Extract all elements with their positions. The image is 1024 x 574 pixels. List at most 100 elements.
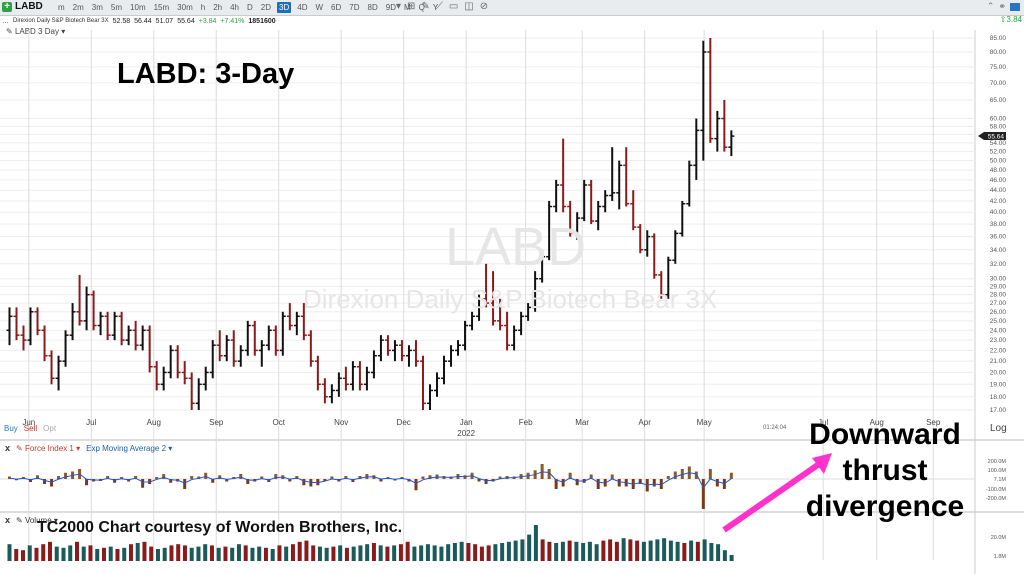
interval-4d[interactable]: 4D: [297, 3, 308, 12]
ohlc-bar: [181, 361, 188, 385]
volume-bar: [709, 543, 714, 561]
eraser-icon[interactable]: ◫: [464, 1, 474, 12]
force-bar: [659, 479, 663, 489]
force-bar: [344, 476, 348, 479]
ohlc-bar: [588, 179, 595, 225]
interval-2m[interactable]: 2m: [72, 3, 84, 12]
y-tick-label: 65.00: [990, 97, 1007, 104]
interval-7d[interactable]: 7D: [349, 3, 360, 12]
interval-6d[interactable]: 6D: [331, 3, 342, 12]
options-button[interactable]: Opt: [43, 424, 57, 433]
ohlc-bar: [55, 355, 62, 391]
interval-15m[interactable]: 15m: [153, 3, 170, 12]
y-tick-label: 85.00: [990, 35, 1007, 42]
interval-3d[interactable]: 3D: [277, 2, 292, 13]
volume-bar: [284, 546, 289, 561]
ema-label[interactable]: Exp Moving Average 2 ▾: [86, 443, 173, 453]
line-tool-icon[interactable]: ⟋: [435, 1, 443, 12]
volume-bar: [493, 544, 498, 561]
ohlc-bar: [623, 147, 630, 207]
volume-label[interactable]: ✎ Volume ▾: [16, 515, 58, 525]
x-tick-label: Mar: [575, 418, 589, 427]
volume-bar: [149, 546, 154, 561]
note-icon[interactable]: ▭: [448, 1, 459, 12]
symbol-box[interactable]: + LABD: [2, 1, 43, 12]
x-tick-label: Aug: [147, 418, 161, 427]
force-bar: [400, 477, 404, 479]
log-scale-toggle[interactable]: Log: [990, 423, 1007, 434]
volume-bar: [68, 545, 73, 561]
volume-bar: [608, 539, 613, 561]
force-bar: [428, 475, 432, 479]
force-index-label[interactable]: ✎ Force Index 1 ▾: [16, 443, 81, 453]
symbol-text[interactable]: LABD: [15, 1, 43, 12]
volume-bar: [108, 546, 113, 561]
volume-axis-label: 20.0M: [991, 535, 1007, 541]
interval-3m[interactable]: 3m: [91, 3, 103, 12]
close-volume-pane-button[interactable]: x: [5, 515, 11, 525]
force-bar: [491, 479, 495, 482]
y-tick-label: 44.00: [990, 187, 1007, 194]
interval-w[interactable]: W: [315, 3, 324, 12]
x-tick-label: Feb: [519, 418, 533, 427]
y-tick-label: 26.00: [990, 309, 1007, 316]
sell-button[interactable]: Sell: [23, 424, 38, 433]
interval-q[interactable]: Q: [418, 3, 425, 12]
plus-icon[interactable]: +: [2, 1, 12, 12]
force-bar: [526, 472, 530, 479]
buy-button[interactable]: Buy: [4, 424, 18, 433]
force-bar: [652, 479, 656, 487]
volume-bar: [128, 544, 133, 561]
interval-2h[interactable]: 2h: [213, 3, 223, 12]
volume-bar: [635, 540, 640, 561]
dropdown-chevron-icon[interactable]: ▾: [396, 1, 402, 12]
alert-icon[interactable]: ⊘: [479, 1, 489, 12]
interval-h[interactable]: h: [200, 3, 206, 12]
force-bar: [169, 479, 173, 483]
crosshair-icon[interactable]: ⊞: [407, 1, 416, 12]
interval-m[interactable]: m: [58, 3, 65, 12]
interval-m[interactable]: M: [403, 3, 411, 12]
ohlc-bar: [518, 311, 525, 336]
y-tick-label: 36.00: [990, 234, 1007, 241]
volume-bar: [621, 538, 626, 561]
volume-bar: [115, 549, 120, 561]
scroll-up-icon[interactable]: ⌃: [986, 1, 995, 11]
change-readout: ⇧3.84: [999, 15, 1022, 24]
link-icon[interactable]: ⚭: [998, 1, 1006, 11]
close-force-pane-button[interactable]: x: [5, 443, 11, 453]
force-bar: [393, 479, 397, 481]
ohlc-bar: [595, 200, 602, 231]
ohlc-bar: [679, 200, 686, 237]
interval-5m[interactable]: 5m: [110, 3, 123, 12]
interval-d[interactable]: D: [247, 3, 253, 12]
ohlc-bar: [441, 355, 448, 385]
y-tick-label: 52.00: [990, 149, 1007, 156]
force-bar: [267, 479, 271, 482]
interval-8d[interactable]: 8D: [367, 3, 378, 12]
force-bar: [99, 479, 103, 481]
interval-y[interactable]: Y: [432, 3, 439, 12]
volume-bar: [689, 540, 694, 561]
ohlc-bar: [118, 311, 125, 346]
volume-bar: [317, 546, 322, 561]
menu-dots-icon[interactable]: …: [2, 17, 9, 25]
ohlc-bar: [307, 330, 314, 367]
interval-10m[interactable]: 10m: [130, 3, 146, 12]
series-label[interactable]: ✎ LABD 3 Day ▾: [6, 27, 66, 36]
volume-bar: [81, 546, 86, 561]
x-tick-label: May: [697, 418, 712, 427]
pencil-icon[interactable]: ✎: [421, 1, 430, 12]
volume-bar: [142, 541, 147, 561]
interval-4h[interactable]: 4h: [230, 3, 239, 12]
ohlc-bar: [146, 325, 153, 373]
force-bar: [295, 476, 299, 479]
interval-9d[interactable]: 9D: [385, 3, 396, 12]
interval-2d[interactable]: 2D: [260, 3, 272, 12]
volume-axis-label: 1.8M: [994, 554, 1007, 560]
force-bar: [71, 471, 75, 479]
y-tick-label: 20.00: [990, 369, 1007, 376]
interval-30m[interactable]: 30m: [177, 3, 193, 12]
layout-tab[interactable]: [1010, 2, 1020, 11]
force-bar: [64, 472, 68, 479]
